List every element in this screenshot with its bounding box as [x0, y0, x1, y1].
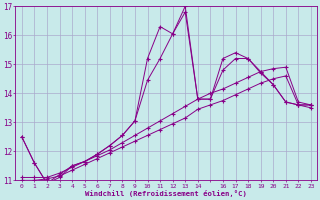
X-axis label: Windchill (Refroidissement éolien,°C): Windchill (Refroidissement éolien,°C)	[85, 190, 247, 197]
